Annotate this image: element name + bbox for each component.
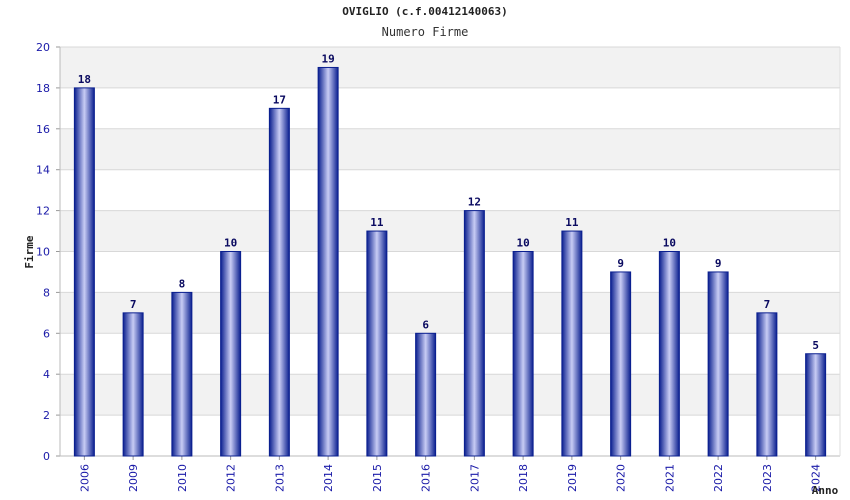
x-axis-label: Anno: [812, 484, 839, 497]
grid-band: [60, 210, 840, 252]
bar: [561, 230, 583, 457]
bar: [707, 271, 729, 457]
value-label: 9: [617, 257, 624, 270]
bar: [171, 291, 193, 457]
x-tick-label: 2006: [78, 464, 91, 492]
value-label: 9: [715, 257, 722, 270]
value-label: 17: [273, 93, 286, 106]
value-labels: 18 7 8 10 17 19 11 6 12 10 11 9 10 9 7 5: [78, 52, 819, 351]
value-label: 19: [322, 52, 335, 65]
grid-band: [60, 47, 840, 88]
grid-bands: [60, 47, 840, 416]
bar: [73, 87, 95, 457]
x-tick-label: 2024: [810, 464, 823, 492]
bars: [73, 66, 827, 457]
bar: [610, 271, 632, 457]
bar: [366, 230, 388, 457]
x-tick-label: 2017: [468, 464, 481, 492]
value-label: 10: [517, 237, 530, 250]
y-tick-label: 4: [43, 368, 50, 381]
y-tick-label: 12: [36, 205, 50, 218]
value-label: 6: [422, 318, 429, 331]
value-label: 18: [78, 73, 91, 86]
x-tick-label: 2020: [615, 464, 628, 492]
x-tick-label: 2021: [663, 464, 676, 492]
y-tick-label: 20: [36, 41, 50, 54]
bar: [658, 251, 680, 457]
x-tick-label: 2018: [517, 464, 530, 492]
value-label: 10: [663, 237, 676, 250]
x-tick-label: 2023: [761, 464, 774, 492]
x-tick-label: 2014: [322, 464, 335, 492]
tick-labels: 0 2 4 6 8 10 12 14 16 18 20 2006 2009 2010 2012 2013 201…: [36, 41, 823, 492]
chart-title: OVIGLIO (c.f.00412140063): [342, 5, 508, 18]
value-label: 7: [130, 298, 137, 311]
y-tick-label: 6: [43, 327, 50, 340]
x-tick-label: 2022: [712, 464, 725, 492]
x-tick-label: 2016: [420, 464, 433, 492]
y-tick-label: 8: [43, 286, 50, 299]
x-tick-label: 2012: [225, 464, 238, 492]
grid-band: [60, 128, 840, 170]
y-axis-label: Firme: [23, 235, 36, 268]
bar: [512, 251, 534, 457]
x-tick-label: 2013: [273, 464, 286, 492]
y-tick-label: 14: [36, 164, 50, 177]
bar: [220, 251, 242, 457]
value-label: 12: [468, 196, 481, 209]
bar: [805, 353, 827, 457]
bar: [122, 312, 144, 457]
value-label: 10: [224, 237, 237, 250]
bar: [415, 332, 437, 457]
x-tick-label: 2015: [371, 464, 384, 492]
value-label: 7: [764, 298, 771, 311]
value-label: 8: [179, 277, 186, 290]
bar: [317, 66, 339, 457]
bar: [463, 210, 485, 457]
y-tick-label: 18: [36, 82, 50, 95]
y-tick-label: 10: [36, 246, 50, 259]
chart-subtitle: Numero Firme: [381, 25, 469, 39]
y-tick-label: 2: [43, 409, 50, 422]
value-label: 11: [565, 216, 579, 229]
y-tick-label: 16: [36, 123, 50, 136]
bar: [756, 312, 778, 457]
x-tick-label: 2019: [566, 464, 579, 492]
value-label: 11: [370, 216, 384, 229]
x-tick-label: 2010: [176, 464, 189, 492]
y-tick-label: 0: [43, 450, 50, 463]
bar: [268, 107, 290, 457]
value-label: 5: [812, 339, 819, 352]
x-tick-label: 2009: [127, 464, 140, 492]
